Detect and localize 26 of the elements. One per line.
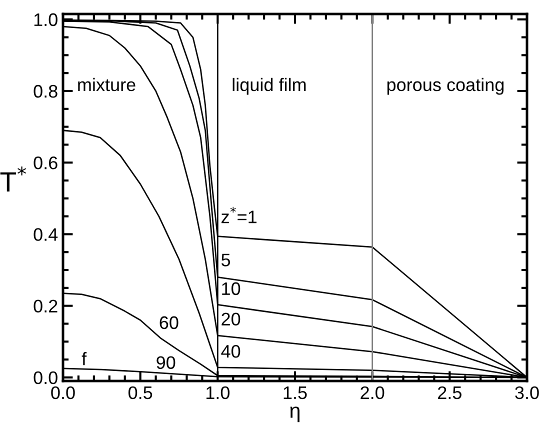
annotation: 90 [156, 356, 176, 369]
x-tick-label: 0.5 [128, 386, 152, 400]
y-tick-label: 0.2 [34, 300, 58, 313]
annotation: mixture [78, 78, 136, 92]
y-tick-label: 0.4 [34, 228, 58, 241]
x-tick-label: 0.0 [51, 386, 75, 400]
x-tick-label: 1.5 [284, 386, 307, 400]
x-tick-label: 1.0 [206, 386, 230, 400]
annotation: z$^{*}$=1 [221, 206, 256, 224]
annotation: 60 [160, 316, 178, 330]
annotation: 10 [222, 282, 240, 296]
annotation: 5 [221, 254, 230, 266]
annotation: 40 [221, 344, 240, 358]
annotation: f [82, 352, 87, 366]
y-tick-label: 0.6 [34, 156, 58, 170]
annotation: 20 [222, 312, 240, 326]
y-tick-label: 1.0 [34, 13, 58, 26]
y-tick-label: 0.8 [34, 84, 58, 98]
annotation: porous coating [387, 78, 504, 95]
x-tick-label: 3.0 [515, 386, 539, 400]
annotation: liquid film [232, 78, 306, 95]
x-tick-label: 2.0 [360, 386, 384, 400]
y-axis-title: T$^{*}$ [0, 166, 26, 192]
x-tick-label: 2.5 [438, 386, 462, 400]
x-axis-title: η [290, 406, 300, 422]
y-tick-label: 0.0 [34, 371, 58, 384]
